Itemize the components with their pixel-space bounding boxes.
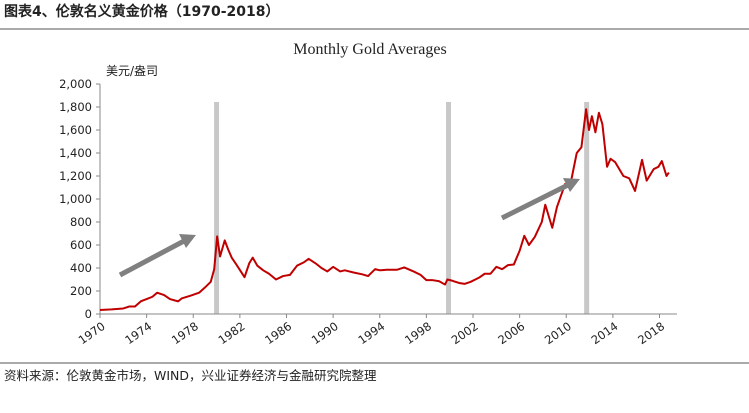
x-tick-label: 2002: [449, 319, 481, 347]
y-tick-label: 1,000: [59, 192, 92, 206]
y-tick-label: 1,800: [59, 100, 92, 114]
arrows: [118, 178, 580, 278]
arrow: [500, 182, 570, 221]
y-tick-label: 600: [70, 238, 92, 252]
y-tick-label: 400: [70, 261, 92, 275]
gold-line: [99, 108, 670, 311]
x-tick-label: 2010: [542, 319, 574, 347]
highlight-band: [446, 102, 452, 314]
source-note: 资料来源：伦敦黄金市场，WIND，兴业证券经济与金融研究院整理: [4, 368, 377, 383]
highlight-band: [214, 102, 220, 314]
arrow-head: [179, 234, 196, 248]
x-tick-label: 2018: [635, 319, 667, 347]
x-tick-label: 1990: [309, 319, 341, 347]
chart-title: Monthly Gold Averages: [293, 41, 446, 58]
x-tick-label: 2014: [589, 319, 621, 347]
arrow-head: [563, 178, 580, 192]
x-tick-label: 2006: [495, 319, 527, 347]
y-tick-label: 1,400: [59, 146, 92, 160]
x-tick-label: 1998: [402, 319, 434, 347]
header-title: 图表4、伦敦名义黄金价格（1970-2018）: [4, 3, 279, 20]
plot: 0 200 400 600 800 1,000 1,200 1,400 1,600 1,800 2,…: [59, 77, 677, 347]
x-tick-label: 1970: [76, 319, 108, 347]
x-tick-label: 1974: [122, 319, 154, 347]
y-axis-label: 美元/盎司: [106, 64, 158, 78]
x-tick-label: 1994: [355, 319, 387, 347]
highlight-band: [584, 102, 590, 314]
x-tick-label: 1982: [216, 319, 248, 347]
x-tick-label: 1978: [169, 319, 201, 347]
y-tick-label: 800: [70, 215, 92, 229]
y-tick-label: 1,600: [59, 123, 92, 137]
y-tick-label: 0: [85, 307, 92, 321]
y-tick-label: 1,200: [59, 169, 92, 183]
x-tick-label: 1986: [262, 319, 294, 347]
arrow: [118, 238, 186, 278]
y-tick-label: 200: [70, 284, 92, 298]
y-tick-label: 2,000: [59, 77, 92, 91]
